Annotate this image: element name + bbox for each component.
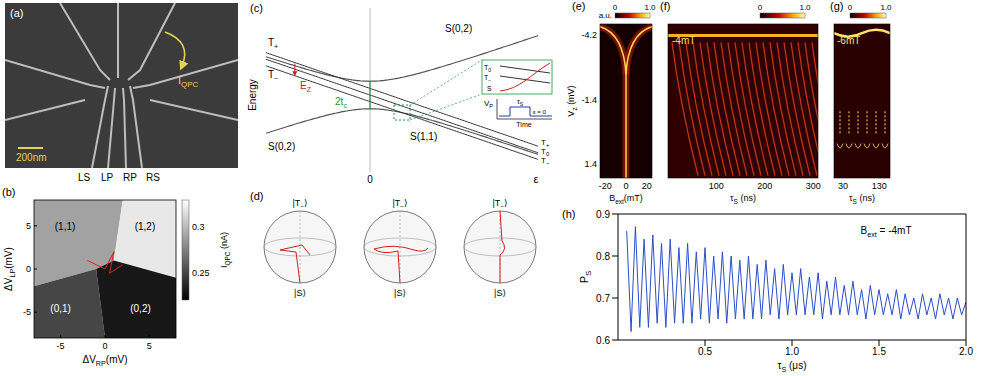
svg-text:100: 100 [709, 181, 724, 191]
svg-text:0.5: 0.5 [698, 346, 712, 357]
svg-text:LS: LS [78, 172, 91, 183]
svg-text:ε: ε [534, 173, 539, 185]
svg-text:Bext = -4mT: Bext = -4mT [861, 225, 912, 239]
svg-text:Vz (mV): Vz (mV) [566, 85, 578, 116]
svg-text:0.9: 0.9 [596, 209, 610, 220]
svg-text:0: 0 [613, 3, 618, 12]
svg-text:2tc: 2tc [335, 96, 347, 110]
svg-text:(d): (d) [250, 190, 263, 202]
svg-text:1.4: 1.4 [584, 159, 597, 169]
svg-text:20: 20 [642, 181, 652, 191]
svg-text:T0: T0 [541, 147, 549, 157]
svg-text:T0: T0 [484, 64, 491, 73]
svg-text:PS: PS [578, 271, 593, 284]
svg-text:1.0: 1.0 [644, 3, 656, 12]
svg-text:a.u.: a.u. [599, 11, 612, 20]
svg-text:(f): (f) [660, 0, 670, 12]
svg-text:EZ: EZ [300, 80, 312, 94]
svg-text:30: 30 [838, 181, 848, 191]
svg-text:T+: T+ [268, 37, 278, 51]
svg-text:1.5: 1.5 [872, 346, 886, 357]
svg-text:|T−⟩: |T−⟩ [492, 198, 507, 210]
svg-text:τS: τS [517, 98, 524, 107]
svg-text:S(0,2): S(0,2) [268, 141, 295, 152]
svg-text:|T−⟩: |T−⟩ [392, 198, 407, 210]
svg-text:0.8: 0.8 [596, 251, 610, 262]
svg-text:τS (ns): τS (ns) [730, 193, 756, 205]
svg-text:0: 0 [848, 3, 853, 12]
svg-text:ε = 0: ε = 0 [533, 109, 547, 115]
svg-text:1.0: 1.0 [785, 346, 799, 357]
svg-text:τS (ns): τS (ns) [849, 193, 875, 205]
svg-text:0.6: 0.6 [596, 335, 610, 346]
svg-text:-6mT: -6mT [837, 35, 860, 46]
svg-text:5: 5 [147, 341, 152, 351]
svg-text:(c): (c) [250, 2, 263, 14]
svg-text:0: 0 [102, 341, 107, 351]
svg-text:IQPC: IQPC [178, 74, 198, 89]
svg-text:ΔVLP(mV): ΔVLP(mV) [3, 247, 17, 291]
svg-text:(1,2): (1,2) [135, 221, 156, 232]
svg-text:0.3: 0.3 [192, 222, 205, 232]
svg-text:130: 130 [872, 181, 887, 191]
svg-text:200: 200 [757, 181, 772, 191]
svg-text:0: 0 [26, 264, 31, 274]
svg-text:(h): (h) [562, 208, 575, 220]
svg-text:2.0: 2.0 [959, 346, 973, 357]
svg-text:IQPC (nA): IQPC (nA) [219, 232, 232, 268]
svg-text:(g): (g) [830, 0, 843, 12]
svg-text:-5: -5 [57, 341, 65, 351]
svg-text:|S⟩: |S⟩ [494, 288, 506, 298]
svg-text:|T−⟩: |T−⟩ [292, 198, 307, 210]
svg-text:T+: T+ [541, 138, 550, 148]
svg-text:ΔVRP(mV): ΔVRP(mV) [82, 354, 127, 368]
svg-text:-1.4: -1.4 [581, 95, 597, 105]
svg-text:T−: T− [268, 69, 278, 83]
svg-text:|S⟩: |S⟩ [294, 288, 306, 298]
svg-text:-20: -20 [599, 181, 612, 191]
svg-text:0: 0 [623, 181, 628, 191]
svg-text:1.0: 1.0 [880, 3, 892, 12]
svg-text:300: 300 [806, 181, 821, 191]
svg-text:5: 5 [26, 221, 31, 231]
svg-text:RP: RP [123, 172, 137, 183]
svg-text:VP: VP [484, 99, 493, 109]
svg-text:(1,1): (1,1) [55, 221, 76, 232]
svg-text:T−: T− [541, 156, 550, 166]
svg-text:Bext(mT): Bext(mT) [609, 193, 643, 205]
svg-text:Time: Time [516, 121, 531, 128]
svg-text:1.0: 1.0 [799, 3, 811, 12]
svg-text:(b): (b) [2, 186, 15, 198]
svg-text:0: 0 [758, 3, 763, 12]
svg-text:T−: T− [484, 74, 491, 83]
svg-text:(0,1): (0,1) [50, 303, 71, 314]
svg-text:S: S [487, 85, 492, 92]
svg-text:(0,2): (0,2) [130, 303, 151, 314]
svg-text:0.25: 0.25 [192, 268, 210, 278]
svg-text:0.7: 0.7 [596, 293, 610, 304]
svg-text:S(0,2): S(0,2) [445, 23, 472, 34]
svg-text:RS: RS [146, 172, 160, 183]
svg-text:τS (μs): τS (μs) [778, 360, 807, 374]
svg-text:-5: -5 [23, 307, 31, 317]
svg-text:|S⟩: |S⟩ [394, 288, 406, 298]
svg-text:Energy: Energy [247, 79, 258, 111]
svg-text:LP: LP [101, 172, 114, 183]
svg-text:S(1,1): S(1,1) [410, 131, 437, 142]
svg-text:(e): (e) [572, 0, 585, 12]
svg-text:200nm: 200nm [16, 152, 47, 163]
svg-text:-4.2: -4.2 [581, 30, 597, 40]
svg-text:0: 0 [367, 174, 373, 185]
svg-text:(a): (a) [10, 7, 23, 19]
svg-text:-4mT: -4mT [672, 35, 695, 46]
